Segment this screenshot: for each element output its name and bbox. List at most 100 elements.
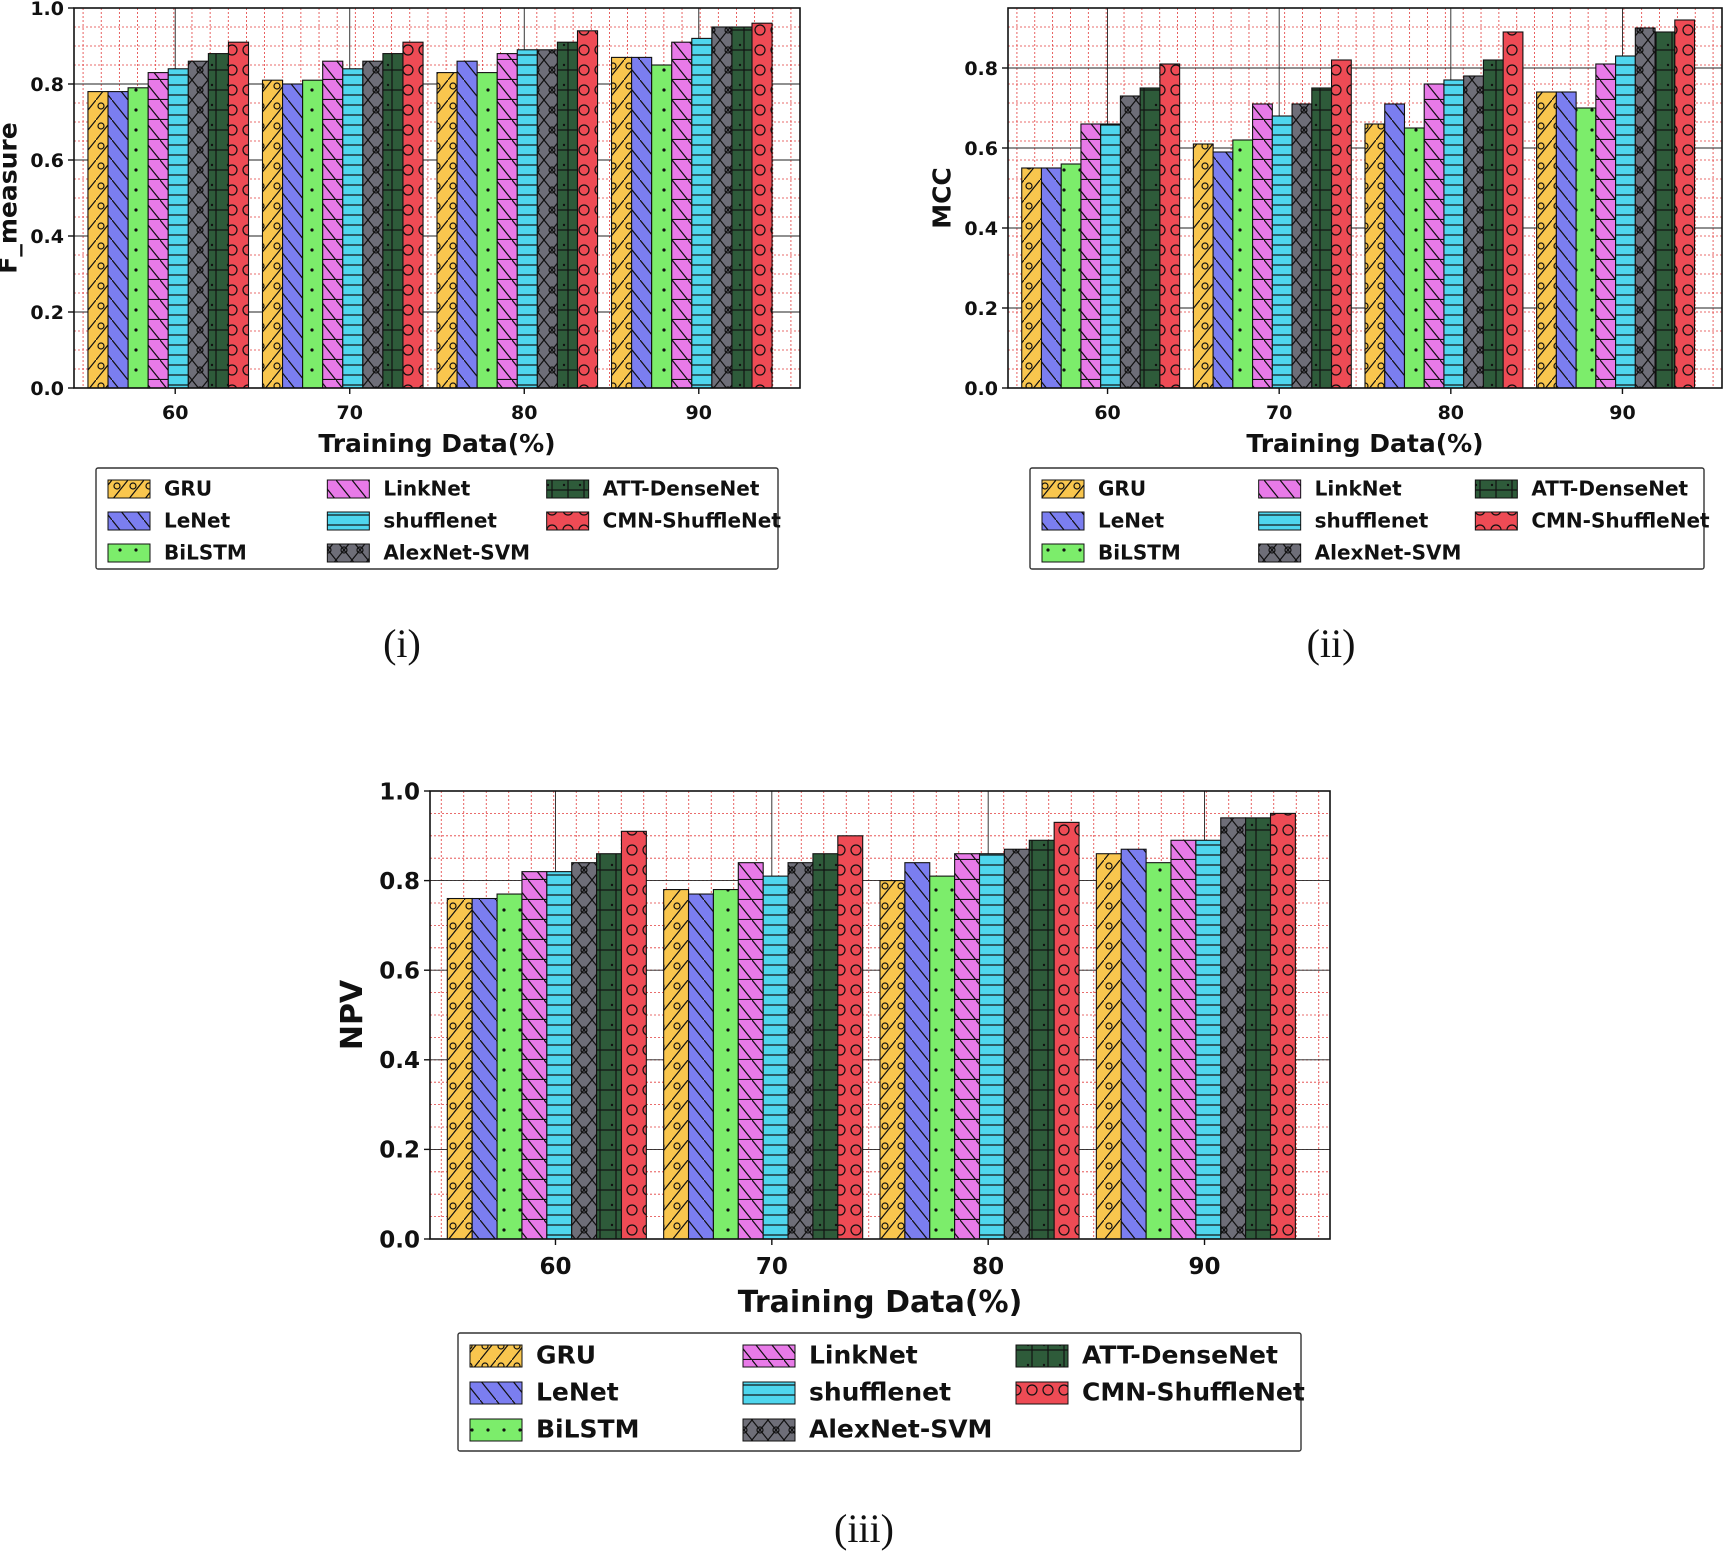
- bar-gru-70: [261, 79, 284, 389]
- bar-lenet-60: [1040, 167, 1062, 389]
- legend-label-alexnet-svm: AlexNet-SVM: [383, 540, 530, 564]
- legend-swatch-bilstm: [107, 543, 151, 563]
- y-tick-label: 0.2: [379, 1138, 420, 1164]
- legend-swatch-shufflenet: [1258, 511, 1302, 531]
- bar-shufflenet-90: [691, 37, 713, 389]
- legend-swatch-linknet: [742, 1344, 796, 1368]
- bar-bilstm-60: [496, 893, 523, 1240]
- bar-alexnet-svm-60: [1119, 95, 1141, 389]
- bar-bilstm-60: [127, 87, 149, 389]
- bar-linknet-90: [1595, 63, 1617, 389]
- bar-att-densenet-70: [812, 853, 839, 1240]
- y-tick-label: 0.4: [379, 1048, 420, 1074]
- legend-label-att-densenet: ATT-DenseNet: [1082, 1341, 1278, 1370]
- bar-lenet-60: [107, 91, 129, 389]
- x-axis-label: Training Data(%): [738, 1285, 1023, 1320]
- bar-alexnet-svm-70: [787, 862, 814, 1240]
- legend-swatch-cmn-shufflenet: [546, 511, 590, 531]
- bar-cmn-shufflenet-70: [402, 41, 424, 389]
- bar-shufflenet-80: [978, 853, 1005, 1240]
- bar-bilstm-90: [1145, 862, 1172, 1240]
- bar-bilstm-70: [1232, 139, 1254, 389]
- y-tick-label: 1.0: [379, 779, 420, 805]
- bar-shufflenet-90: [1615, 55, 1636, 389]
- bar-linknet-80: [954, 853, 981, 1240]
- legend-swatch-shufflenet: [326, 511, 370, 531]
- x-tick-label: 90: [1609, 402, 1635, 424]
- bar-att-densenet-90: [731, 26, 753, 389]
- bar-gru-90: [610, 56, 633, 389]
- legend-swatch-shufflenet: [742, 1381, 796, 1405]
- bar-lenet-60: [471, 897, 498, 1240]
- x-tick-label: 60: [162, 402, 188, 424]
- bar-gru-80: [436, 72, 458, 389]
- bar-bilstm-90: [1575, 107, 1597, 389]
- bar-lenet-90: [1555, 91, 1577, 389]
- axes-frame: [429, 790, 1331, 1240]
- bar-cmn-shufflenet-90: [1674, 19, 1696, 389]
- bar-bilstm-70: [712, 889, 739, 1240]
- bar-gru-70: [663, 889, 690, 1240]
- bar-att-densenet-80: [1482, 59, 1504, 389]
- legend-swatch-att-densenet: [1474, 479, 1518, 499]
- legend-label-lenet: LeNet: [164, 508, 231, 532]
- legend-frame: [95, 467, 779, 570]
- legend-swatch-alexnet-svm: [326, 543, 370, 563]
- bar-cmn-shufflenet-90: [1269, 812, 1296, 1240]
- bar-shufflenet-60: [546, 871, 573, 1240]
- bar-alexnet-svm-90: [711, 26, 733, 389]
- bar-cmn-shufflenet-70: [837, 835, 864, 1240]
- bar-gru-70: [1192, 143, 1214, 389]
- legend-swatch-gru: [107, 479, 151, 499]
- legend-swatch-lenet: [1041, 511, 1085, 531]
- bar-att-densenet-60: [207, 53, 229, 389]
- legend-label-bilstm: BiLSTM: [536, 1415, 640, 1444]
- bar-alexnet-svm-60: [187, 60, 209, 389]
- bar-shufflenet-60: [167, 68, 189, 389]
- x-tick-label: 80: [511, 402, 537, 424]
- bar-att-densenet-90: [1654, 31, 1676, 389]
- bar-att-densenet-80: [556, 41, 579, 389]
- panel-caption-iii: (iii): [834, 1506, 894, 1551]
- legend-swatch-cmn-shufflenet: [1474, 511, 1518, 531]
- legend-label-linknet: LinkNet: [383, 476, 470, 500]
- x-tick-label: 80: [1438, 402, 1464, 424]
- legend-label-cmn-shufflenet: CMN-ShuffleNet: [603, 508, 782, 532]
- bar-linknet-70: [1252, 103, 1273, 389]
- x-tick-label: 70: [756, 1254, 788, 1280]
- legend-swatch-bilstm: [469, 1418, 523, 1442]
- bar-cmn-shufflenet-80: [1053, 821, 1080, 1240]
- y-tick-label: 0.6: [964, 138, 998, 160]
- bar-gru-80: [1364, 123, 1386, 389]
- bar-lenet-90: [631, 56, 653, 389]
- x-tick-label: 60: [1094, 402, 1120, 424]
- bar-alexnet-svm-90: [1220, 817, 1247, 1240]
- bar-cmn-shufflenet-60: [227, 41, 250, 389]
- y-tick-label: 0.6: [379, 958, 420, 984]
- bar-gru-80: [879, 880, 906, 1240]
- legend-label-shufflenet: shufflenet: [383, 508, 497, 532]
- bar-att-densenet-70: [382, 53, 404, 389]
- bar-gru-90: [1095, 853, 1122, 1240]
- bar-lenet-90: [1120, 848, 1147, 1240]
- bar-att-densenet-60: [596, 853, 623, 1240]
- bar-bilstm-70: [302, 79, 324, 389]
- legend-label-gru: GRU: [1098, 476, 1146, 500]
- x-tick-label: 70: [1266, 402, 1292, 424]
- bar-att-densenet-70: [1311, 87, 1333, 389]
- legend-swatch-alexnet-svm: [1258, 543, 1302, 563]
- legend-label-gru: GRU: [164, 476, 212, 500]
- legend-label-shufflenet: shufflenet: [1315, 508, 1429, 532]
- bar-shufflenet-90: [1195, 839, 1222, 1240]
- bar-linknet-80: [496, 53, 518, 389]
- bar-cmn-shufflenet-60: [1159, 63, 1181, 389]
- legend-swatch-gru: [1041, 479, 1085, 499]
- legend-swatch-linknet: [1258, 479, 1302, 499]
- panel-caption-i: (i): [383, 621, 421, 666]
- panel-caption-ii: (ii): [1306, 621, 1356, 666]
- bar-alexnet-svm-70: [1291, 103, 1313, 389]
- bar-lenet-70: [687, 893, 714, 1240]
- bar-lenet-80: [456, 60, 478, 389]
- bar-cmn-shufflenet-70: [1330, 59, 1352, 389]
